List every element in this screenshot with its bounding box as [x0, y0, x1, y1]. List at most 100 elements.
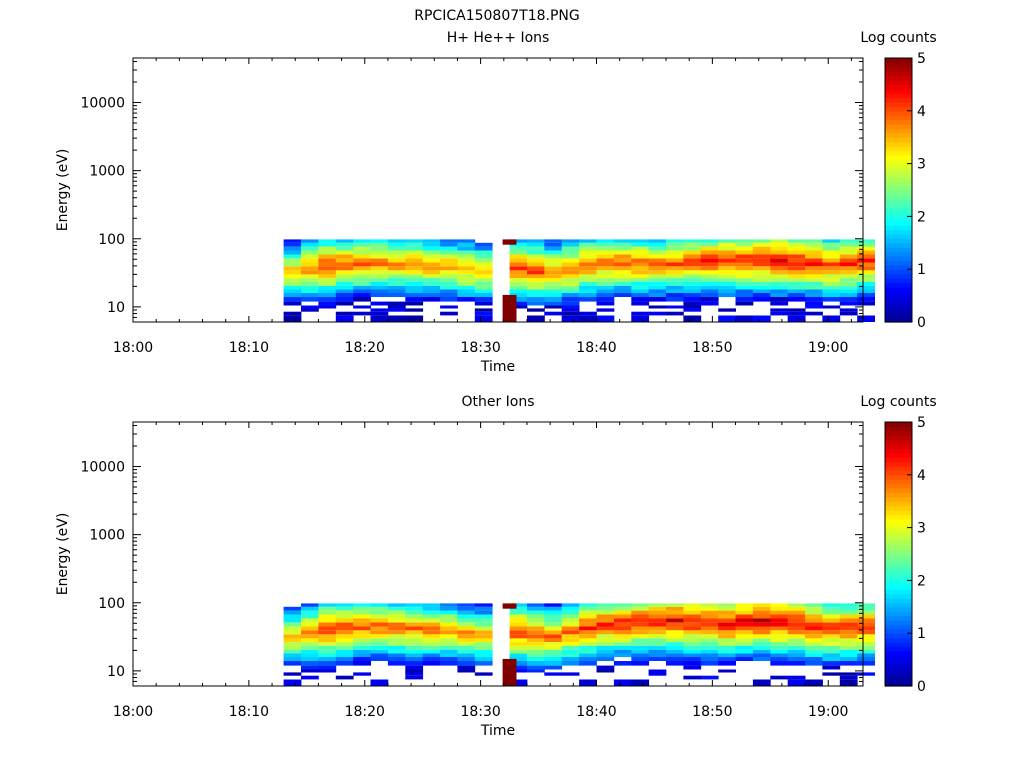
spectrogram-cell	[335, 285, 354, 290]
spectrogram-cell	[474, 603, 493, 607]
spectrogram-cell	[596, 657, 615, 661]
colorbar-segment	[885, 286, 912, 292]
spectrogram-cell	[474, 661, 493, 666]
spectrogram-cell	[405, 315, 424, 322]
spectrogram-cell	[752, 266, 771, 271]
spectrogram-cell	[353, 638, 371, 643]
spectrogram-cell	[579, 285, 597, 290]
colorbar-segment	[885, 545, 912, 551]
spectrogram-cell	[683, 649, 702, 654]
spectrogram-cell	[283, 642, 302, 646]
spectrogram-cell	[353, 266, 371, 271]
spectrogram-cell	[474, 262, 493, 267]
spectrogram-cell	[700, 285, 719, 290]
spectrogram-cell	[787, 262, 806, 267]
spectrogram-cell	[509, 610, 528, 615]
spectrogram-cell	[527, 610, 545, 615]
spectrogram-cell	[648, 626, 667, 631]
spectrogram-cell	[370, 638, 389, 643]
spectrogram-cell	[822, 649, 841, 654]
spectrogram-cell	[579, 653, 597, 657]
spectrogram-cell	[387, 242, 406, 247]
spectrogram-cell	[509, 250, 528, 255]
spectrogram-cell	[752, 645, 771, 650]
spectrogram-cell	[718, 649, 736, 654]
spectrogram-cell	[387, 618, 406, 623]
spectrogram-cell	[596, 626, 615, 631]
panel-title: Other Ions	[461, 394, 534, 410]
spectrogram-cell	[335, 293, 354, 297]
colorbar-segment	[885, 181, 912, 187]
spectrogram-cell	[318, 634, 337, 639]
y-tick-label: 10	[107, 664, 125, 680]
spectrogram-cell	[527, 301, 545, 306]
spectrogram-cell	[787, 308, 806, 312]
colorbar-segment	[885, 435, 912, 441]
spectrogram-cell	[752, 274, 771, 279]
spectrogram-cell	[301, 626, 319, 631]
spectrogram-cell	[752, 289, 771, 293]
spectrogram-cell	[700, 642, 719, 646]
spectrogram-cell	[822, 254, 841, 259]
spectrogram-cell	[718, 634, 736, 639]
spectrogram-cell	[666, 626, 684, 631]
colorbar-segment	[885, 589, 912, 595]
spectrogram-cell	[735, 610, 754, 615]
spectrogram-cell	[770, 618, 789, 623]
colorbar-segment	[885, 110, 912, 116]
spectrogram-cell	[283, 274, 302, 279]
spectrogram-cell	[283, 630, 302, 635]
spectrogram-cell	[805, 638, 823, 643]
spectrogram-cell	[318, 665, 337, 670]
colorbar-segment	[885, 466, 912, 471]
spectrogram-cell	[440, 242, 458, 247]
colorbar-segment	[885, 273, 912, 279]
spectrogram-cell	[596, 649, 615, 654]
spectrogram-cell	[405, 665, 424, 670]
colorbar-segment	[885, 58, 912, 63]
spectrogram-cell	[527, 293, 545, 297]
colorbar-segment	[885, 234, 912, 239]
spectrogram-cell	[752, 297, 771, 302]
spectrogram-cell	[683, 638, 702, 643]
spectrogram-cell	[318, 657, 337, 661]
spectrogram-cell	[613, 653, 632, 657]
spectrogram-cell	[422, 649, 441, 654]
spectrogram-cell	[405, 278, 424, 282]
spectrogram-cell	[387, 315, 406, 322]
spectrogram-cell	[370, 618, 389, 623]
spectrogram-cell	[474, 634, 493, 639]
spectrogram-cell	[283, 270, 302, 275]
spectrogram-cell	[509, 266, 528, 271]
spectrogram-cell	[318, 254, 337, 259]
spectrogram-cell	[527, 308, 545, 312]
spectrogram-cell	[596, 239, 615, 243]
spectrogram-cell	[857, 239, 875, 243]
spectrogram-cell	[787, 254, 806, 259]
colorbar-segment	[885, 532, 912, 537]
spectrogram-cell	[683, 297, 702, 302]
spectrogram-cell	[318, 293, 337, 297]
colorbar-segment	[885, 75, 912, 81]
spectrogram-cell	[666, 638, 684, 643]
spectrogram-cell	[839, 250, 858, 255]
spectrogram-cell	[787, 653, 806, 657]
spectrogram-cell	[631, 645, 650, 650]
spectrogram-cell	[822, 242, 841, 247]
spectrogram-cell	[579, 274, 597, 279]
spectrogram-cell	[805, 274, 823, 279]
spectrogram-cell	[683, 270, 702, 275]
spectrogram-cell	[839, 634, 858, 639]
spectrogram-cell	[718, 308, 736, 312]
spectrogram-cell	[370, 254, 389, 259]
spectrogram-cell	[631, 278, 650, 282]
spectrogram-cell	[596, 246, 615, 251]
spectrogram-cell	[387, 285, 406, 290]
y-axis-label: Energy (eV)	[55, 149, 71, 232]
spectrogram-cell	[579, 266, 597, 271]
spectrogram-cell	[318, 274, 337, 279]
spectrogram-cell	[805, 266, 823, 271]
spectrogram-cell	[509, 258, 528, 263]
spectrogram-cell	[683, 262, 702, 267]
spectrogram-cell	[544, 603, 563, 607]
